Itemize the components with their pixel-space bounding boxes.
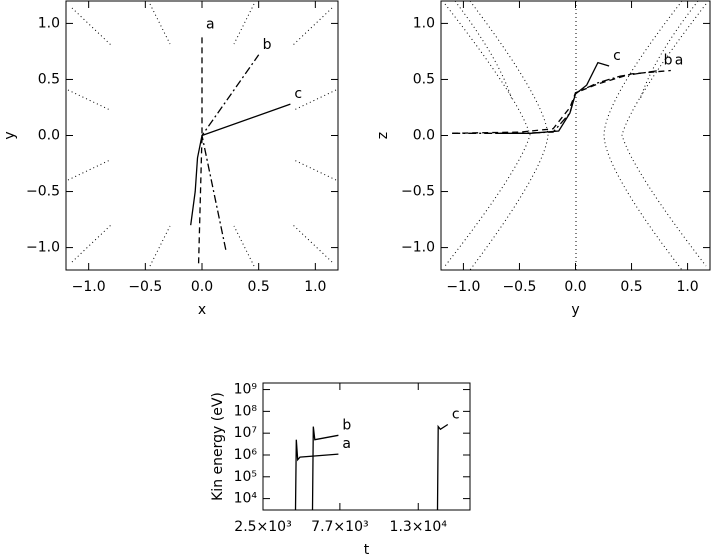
y-tick-label: 0.5: [413, 71, 435, 87]
x-axis-label: y: [571, 302, 579, 318]
x-tick-label: −1.0: [446, 279, 480, 295]
y-tick-label: 10⁵: [234, 469, 257, 485]
x-tick-label: 0.0: [564, 279, 586, 295]
y-tick-label: 1.0: [413, 15, 435, 31]
series-line: [190, 103, 291, 226]
y-tick-label: 0.0: [413, 128, 435, 144]
series-label: b: [664, 52, 673, 68]
y-tick-label: 10⁹: [234, 382, 258, 398]
series-line: [311, 426, 339, 511]
x-tick-label: −0.5: [128, 279, 162, 295]
series-line: [436, 423, 449, 511]
x-tick-label: 0.5: [620, 279, 642, 295]
series-label: c: [294, 86, 302, 102]
series-line: [197, 34, 203, 264]
x-tick-label: −0.5: [502, 279, 536, 295]
series-line: [452, 69, 671, 134]
y-tick-label: 0.0: [38, 128, 60, 144]
series-label: a: [342, 436, 351, 452]
y-tick-label: 1.0: [38, 15, 60, 31]
series-label: c: [452, 407, 460, 423]
y-tick-label: −1.0: [26, 240, 60, 256]
y-axis-label: Kin energy (eV): [210, 392, 226, 501]
x-tick-label: 1.3×10⁴: [390, 519, 448, 535]
y-tick-label: −0.5: [401, 184, 435, 200]
y-tick-label: −0.5: [26, 184, 60, 200]
series-label: a: [675, 52, 684, 68]
y-tick-label: 10⁷: [234, 425, 257, 441]
y-tick-label: 10⁴: [234, 491, 258, 507]
x-tick-label: 1.0: [304, 279, 326, 295]
x-tick-label: 2.5×10³: [234, 519, 291, 535]
series-line: [294, 439, 339, 511]
x-axis-label: t: [364, 542, 370, 557]
series-line: [452, 69, 660, 134]
x-tick-label: 0.0: [191, 279, 213, 295]
y-axis-label: z: [375, 132, 391, 139]
y-tick-label: 0.5: [38, 71, 60, 87]
series-line: [497, 61, 610, 134]
dotted-contours: [444, 0, 707, 271]
series-label: b: [342, 417, 351, 433]
x-axis-label: x: [198, 302, 206, 318]
series-label: a: [206, 17, 215, 33]
x-tick-label: 7.7×10³: [311, 519, 368, 535]
x-tick-label: 0.5: [248, 279, 270, 295]
x-tick-label: 1.0: [676, 279, 698, 295]
y-tick-label: 10⁶: [234, 447, 258, 463]
series-label: b: [263, 37, 272, 53]
y-axis-label: y: [2, 131, 18, 139]
x-tick-label: −1.0: [72, 279, 106, 295]
field-lines: [67, 0, 707, 271]
y-tick-label: 10⁸: [234, 403, 258, 419]
series-line: [201, 54, 260, 250]
series-label: c: [613, 48, 621, 64]
plot-frame: [262, 382, 471, 511]
y-tick-label: −1.0: [401, 240, 435, 256]
